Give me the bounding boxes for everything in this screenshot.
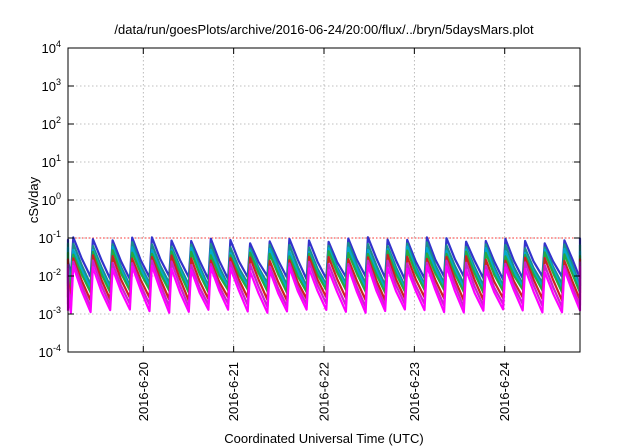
y-tick-label: 10-1 (39, 229, 61, 246)
x-axis-label: Coordinated Universal Time (UTC) (224, 431, 423, 446)
y-tick-label: 102 (42, 115, 61, 132)
series-group (66, 236, 582, 314)
y-tick-label: 103 (42, 77, 61, 94)
y-axis-label: cSv/day (26, 176, 41, 223)
y-tick-label: 10-4 (39, 343, 61, 360)
y-tick-label: 100 (42, 191, 61, 208)
axes: 10-4 10-3 10-2 10-1 100 101 102 103 104 2016-6-20… (39, 39, 580, 421)
y-tick-label: 104 (42, 39, 61, 56)
chart-title: /data/run/goesPlots/archive/2016-06-24/2… (114, 22, 534, 37)
x-tick-label: 2016-6-21 (226, 362, 241, 421)
y-tick-label: 10-2 (39, 267, 61, 284)
y-tick-label: 101 (42, 153, 61, 170)
y-tick-label: 10-3 (39, 305, 61, 322)
x-tick-label: 2016-6-20 (136, 362, 151, 421)
x-tick-label: 2016-6-22 (317, 362, 332, 421)
series-line (66, 264, 582, 314)
x-tick-label: 2016-6-24 (497, 362, 512, 421)
x-tick-label: 2016-6-23 (407, 362, 422, 421)
